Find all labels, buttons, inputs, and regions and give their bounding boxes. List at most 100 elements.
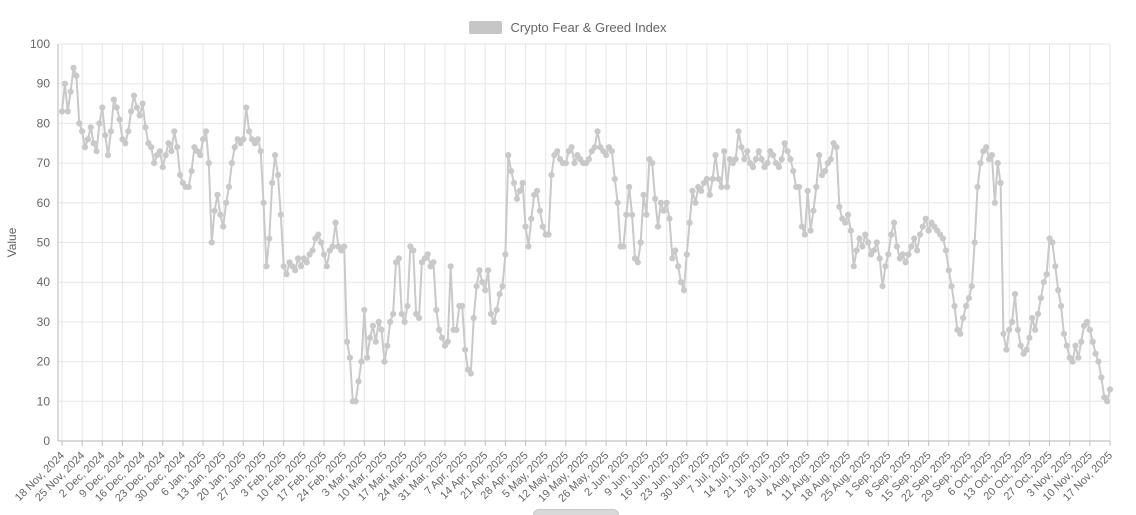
data-point[interactable] bbox=[165, 140, 172, 147]
data-point[interactable] bbox=[1063, 342, 1070, 349]
data-point[interactable] bbox=[271, 152, 279, 159]
data-point[interactable] bbox=[790, 167, 797, 175]
data-point[interactable] bbox=[499, 283, 506, 290]
data-point[interactable] bbox=[787, 156, 794, 163]
data-point[interactable] bbox=[61, 80, 68, 87]
data-point[interactable] bbox=[571, 160, 578, 167]
data-point[interactable] bbox=[698, 187, 705, 194]
data-point[interactable] bbox=[991, 199, 998, 206]
data-point[interactable] bbox=[107, 128, 115, 135]
data-point[interactable] bbox=[893, 243, 901, 250]
data-point[interactable] bbox=[303, 259, 310, 266]
data-point[interactable] bbox=[939, 235, 947, 242]
data-point[interactable] bbox=[827, 156, 834, 163]
data-point[interactable] bbox=[401, 318, 408, 325]
data-point[interactable] bbox=[355, 378, 362, 385]
data-point[interactable] bbox=[548, 171, 555, 179]
data-point[interactable] bbox=[372, 338, 379, 345]
data-point[interactable] bbox=[395, 255, 402, 262]
data-point[interactable] bbox=[1011, 291, 1019, 298]
data-point[interactable] bbox=[637, 239, 644, 246]
data-point[interactable] bbox=[1072, 342, 1079, 349]
data-point[interactable] bbox=[516, 187, 523, 194]
data-point[interactable] bbox=[139, 100, 146, 107]
data-point[interactable] bbox=[1089, 338, 1096, 345]
data-point[interactable] bbox=[879, 283, 886, 290]
data-point[interactable] bbox=[156, 148, 163, 155]
data-point[interactable] bbox=[652, 195, 659, 202]
data-point[interactable] bbox=[528, 215, 535, 222]
data-point[interactable] bbox=[844, 211, 852, 218]
data-point[interactable] bbox=[502, 251, 509, 258]
data-point[interactable] bbox=[614, 199, 621, 206]
data-point[interactable] bbox=[770, 152, 777, 159]
data-point[interactable] bbox=[692, 199, 699, 206]
data-point[interactable] bbox=[208, 239, 215, 246]
data-point[interactable] bbox=[853, 247, 860, 254]
data-point[interactable] bbox=[205, 160, 212, 167]
data-point[interactable] bbox=[775, 163, 783, 171]
data-point[interactable] bbox=[709, 175, 716, 183]
data-point[interactable] bbox=[960, 314, 967, 322]
data-point[interactable] bbox=[833, 144, 840, 151]
data-point[interactable] bbox=[76, 120, 83, 127]
data-point[interactable] bbox=[133, 104, 140, 111]
data-point[interactable] bbox=[246, 128, 253, 135]
data-point[interactable] bbox=[801, 231, 808, 238]
data-point[interactable] bbox=[93, 148, 100, 155]
data-point[interactable] bbox=[847, 227, 854, 234]
data-point[interactable] bbox=[168, 148, 175, 155]
data-point[interactable] bbox=[404, 302, 411, 310]
data-point[interactable] bbox=[1083, 318, 1091, 325]
data-point[interactable] bbox=[974, 183, 981, 191]
data-point[interactable] bbox=[323, 263, 330, 270]
data-point[interactable] bbox=[148, 144, 155, 151]
data-point[interactable] bbox=[329, 243, 336, 250]
data-point[interactable] bbox=[683, 251, 690, 258]
data-point[interactable] bbox=[1026, 334, 1033, 341]
data-point[interactable] bbox=[1000, 330, 1007, 337]
data-point[interactable] bbox=[723, 183, 731, 191]
data-point[interactable] bbox=[58, 108, 66, 115]
data-point[interactable] bbox=[905, 251, 912, 258]
data-point[interactable] bbox=[493, 306, 500, 314]
data-point[interactable] bbox=[240, 136, 247, 143]
data-point[interactable] bbox=[890, 219, 898, 226]
data-point[interactable] bbox=[525, 243, 532, 250]
data-point[interactable] bbox=[197, 152, 204, 159]
data-point[interactable] bbox=[942, 247, 949, 254]
data-point[interactable] bbox=[433, 306, 440, 314]
data-point[interactable] bbox=[922, 215, 929, 222]
data-point[interactable] bbox=[813, 183, 820, 191]
data-point[interactable] bbox=[369, 322, 377, 329]
data-point[interactable] bbox=[1060, 330, 1068, 337]
data-point[interactable] bbox=[485, 267, 492, 274]
data-point[interactable] bbox=[283, 271, 290, 278]
data-point[interactable] bbox=[735, 128, 742, 135]
data-point[interactable] bbox=[758, 156, 765, 163]
data-point[interactable] bbox=[888, 231, 895, 238]
data-point[interactable] bbox=[856, 235, 863, 242]
data-point[interactable] bbox=[211, 207, 218, 214]
data-point[interactable] bbox=[476, 267, 483, 274]
data-point[interactable] bbox=[862, 231, 869, 238]
data-point[interactable] bbox=[865, 239, 872, 246]
data-point[interactable] bbox=[755, 148, 762, 155]
data-point[interactable] bbox=[1057, 302, 1065, 310]
data-point[interactable] bbox=[81, 144, 89, 151]
data-point[interactable] bbox=[1052, 263, 1059, 270]
data-point[interactable] bbox=[1075, 354, 1082, 361]
data-point[interactable] bbox=[479, 279, 486, 286]
data-point[interactable] bbox=[496, 291, 503, 298]
data-point[interactable] bbox=[522, 223, 529, 230]
legend-item[interactable]: Crypto Fear & Greed Index bbox=[0, 20, 1136, 35]
data-point[interactable] bbox=[176, 171, 184, 179]
data-point[interactable] bbox=[266, 235, 273, 242]
data-point[interactable] bbox=[470, 314, 477, 322]
data-point[interactable] bbox=[1092, 350, 1099, 357]
data-point[interactable] bbox=[519, 179, 526, 187]
data-point[interactable] bbox=[1017, 342, 1024, 349]
data-point[interactable] bbox=[634, 259, 641, 266]
data-point[interactable] bbox=[983, 144, 990, 151]
data-point[interactable] bbox=[341, 243, 348, 250]
